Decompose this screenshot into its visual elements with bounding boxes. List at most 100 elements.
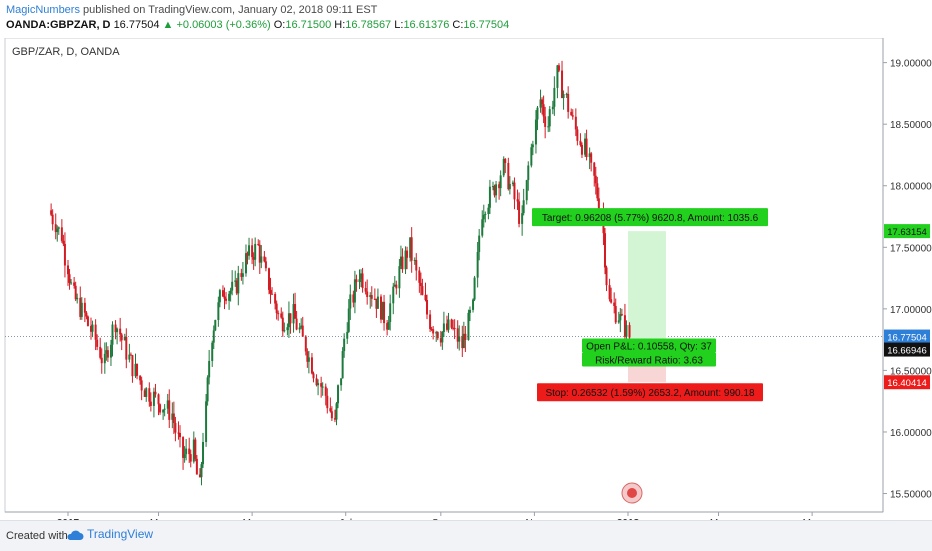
candle-body: [123, 337, 126, 341]
candle-body: [300, 325, 303, 328]
symbol-label: OANDA:GBPZAR, D: [6, 19, 111, 31]
candle-body: [234, 280, 237, 282]
candle-body: [522, 200, 525, 214]
candle-body: [275, 303, 278, 314]
candle-body: [478, 235, 481, 252]
candle-body: [205, 401, 208, 442]
candle-body: [557, 65, 560, 71]
candle-body: [525, 180, 528, 201]
candle-body: [435, 332, 438, 334]
price-label-entry-text: 16.66946: [887, 346, 927, 357]
candle-body: [521, 213, 524, 224]
candle-body: [116, 328, 119, 333]
candle-body: [244, 253, 247, 274]
candle-body: [620, 314, 623, 316]
candle-body: [304, 336, 307, 352]
candle-body: [406, 250, 409, 258]
candle-body: [335, 403, 338, 420]
price-tick-label: 19.00000: [890, 59, 932, 70]
candle-body: [136, 363, 139, 376]
candle-body: [413, 259, 416, 261]
candle-body: [481, 219, 484, 236]
candle-body: [373, 298, 376, 300]
candle-body: [274, 294, 277, 304]
candle-body: [389, 303, 392, 322]
candle-body: [399, 256, 402, 267]
open-pnl-label-box[interactable]: [582, 338, 716, 353]
candle-body: [605, 267, 608, 286]
candle-body: [171, 413, 174, 420]
candle-body: [174, 423, 177, 433]
target-label-box[interactable]: [532, 208, 768, 227]
candle-body: [562, 94, 565, 98]
candle-body: [548, 109, 551, 127]
candle-body: [383, 301, 386, 324]
low-label: L:: [394, 19, 404, 31]
candle-body: [580, 144, 583, 155]
candle-body: [134, 363, 137, 377]
candle-body: [504, 158, 507, 163]
position-tool[interactable]: Target: 0.96208 (5.77%) 9620.8, Amount: …: [532, 208, 768, 402]
candle-body: [341, 351, 344, 379]
stop-label-text: Stop: 0.26532 (1.59%) 2653.2, Amount: 99…: [545, 388, 754, 399]
candle-body: [326, 395, 329, 409]
risk-reward-label-box[interactable]: [582, 352, 716, 367]
candle-body: [148, 388, 151, 402]
price-chart[interactable]: GBP/ZAR, D, OANDA 15.50000 16.00000 16.500…: [0, 38, 932, 520]
candle-body: [447, 319, 450, 330]
candle-body: [258, 244, 261, 263]
change-value: +0.06003 (+0.36%): [176, 19, 271, 31]
author-link[interactable]: MagicNumbers: [6, 4, 80, 16]
candle-body: [294, 304, 297, 319]
candle-body: [166, 400, 169, 409]
candle-body: [619, 314, 622, 321]
time-tick-label: Sep: [432, 518, 450, 520]
candle-body: [576, 129, 579, 141]
candle-body: [366, 291, 369, 297]
candle-body: [542, 104, 545, 117]
target-zone: [628, 231, 666, 350]
candle-body: [567, 93, 570, 112]
high-value: 16.78567: [345, 19, 392, 31]
candle-body: [472, 299, 475, 310]
time-tick-label: Nov: [526, 518, 544, 520]
candle-body: [536, 107, 539, 120]
candle-body: [310, 357, 313, 374]
candle-body: [298, 327, 301, 330]
candle-body: [68, 274, 71, 283]
candle-body: [617, 320, 620, 323]
time-tick-label: Mar: [150, 518, 168, 520]
candle-body: [333, 418, 336, 420]
candle-body: [352, 294, 355, 303]
candle-body: [429, 314, 432, 329]
candle-body: [442, 323, 445, 333]
candle-body: [445, 323, 448, 330]
price-tick-label: 18.00000: [890, 182, 932, 193]
candle-body: [614, 306, 617, 323]
candle-body: [410, 237, 413, 261]
candle-body: [370, 295, 373, 299]
candle-body: [145, 388, 148, 397]
candle-body: [347, 308, 350, 332]
candle-body: [264, 261, 267, 269]
candle-body: [360, 273, 363, 280]
candle-body: [286, 327, 289, 331]
candle-body: [271, 293, 274, 295]
candle-body: [254, 243, 257, 260]
price-tick-label: 17.00000: [890, 305, 932, 316]
open-value: 16.71500: [285, 19, 332, 31]
candle-body: [76, 297, 79, 300]
candle-body: [214, 319, 217, 331]
stop-label-box[interactable]: [537, 383, 763, 402]
candle-body: [70, 282, 73, 284]
candle-body: [129, 354, 132, 356]
candle-body: [623, 315, 626, 337]
candle-body: [73, 282, 76, 286]
candle-body: [467, 312, 470, 340]
tradingview-brand[interactable]: TradingView: [66, 527, 153, 541]
candle-body: [419, 282, 422, 287]
candle-body: [424, 294, 427, 301]
candle-body: [67, 265, 69, 275]
target-label-text: Target: 0.96208 (5.77%) 9620.8, Amount: …: [542, 213, 759, 224]
ideas-badge[interactable]: [621, 482, 643, 504]
